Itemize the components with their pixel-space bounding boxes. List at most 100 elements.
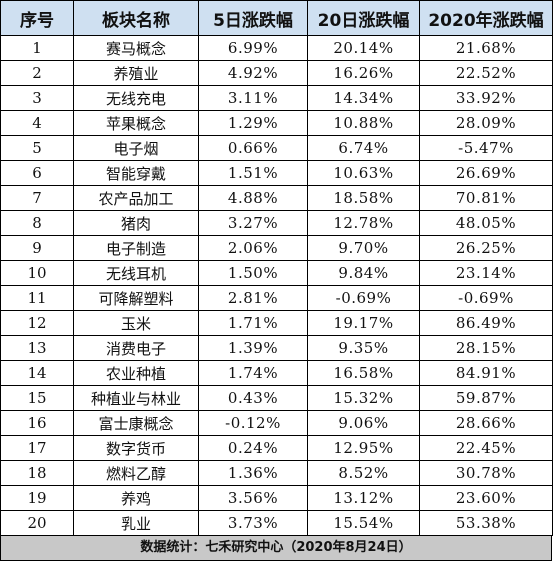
row-index-cell: 20 (0, 510, 74, 536)
change-5day-cell: 3.73% (198, 510, 308, 536)
header-5day-change: 5日涨跌幅 (198, 0, 308, 36)
change-5day-cell: 2.06% (198, 235, 308, 261)
sector-name-cell: 无线充电 (73, 85, 199, 111)
change-2020-cell: 26.69% (419, 160, 553, 186)
change-5day-cell: 1.39% (198, 335, 308, 361)
change-2020-cell: 53.38% (419, 510, 553, 536)
header-index: 序号 (0, 0, 74, 36)
change-20day-cell: 13.12% (307, 485, 420, 511)
change-5day-cell: 3.27% (198, 210, 308, 236)
row-index-cell: 14 (0, 360, 74, 386)
change-5day-cell: 1.51% (198, 160, 308, 186)
change-2020-cell: 28.09% (419, 110, 553, 136)
header-sector-name: 板块名称 (73, 0, 199, 36)
sector-name-cell: 苹果概念 (73, 110, 199, 136)
table-row: 12 玉米 1.71% 19.17% 86.49% (0, 310, 553, 336)
change-2020-cell: 84.91% (419, 360, 553, 386)
table-row: 16 富士康概念 -0.12% 9.06% 28.66% (0, 410, 553, 436)
change-5day-cell: 1.29% (198, 110, 308, 136)
sector-name-cell: 猪肉 (73, 210, 199, 236)
change-5day-cell: 4.92% (198, 60, 308, 86)
table-row: 13 消费电子 1.39% 9.35% 28.15% (0, 335, 553, 361)
sector-name-cell: 赛马概念 (73, 35, 199, 61)
sector-performance-table: 序号 板块名称 5日涨跌幅 20日涨跌幅 2020年涨跌幅 1 赛马概念 6.99%… (0, 0, 553, 536)
table-row: 2 养殖业 4.92% 16.26% 22.52% (0, 60, 553, 86)
change-20day-cell: 10.63% (307, 160, 420, 186)
sector-name-cell: 燃料乙醇 (73, 460, 199, 486)
change-20day-cell: 6.74% (307, 135, 420, 161)
table-row: 9 电子制造 2.06% 9.70% 26.25% (0, 235, 553, 261)
table-row: 14 农业种植 1.74% 16.58% 84.91% (0, 360, 553, 386)
change-2020-cell: 28.66% (419, 410, 553, 436)
table-row: 10 无线耳机 1.50% 9.84% 23.14% (0, 260, 553, 286)
change-20day-cell: 16.58% (307, 360, 420, 386)
change-2020-cell: 70.81% (419, 185, 553, 211)
sector-name-cell: 农产品加工 (73, 185, 199, 211)
sector-name-cell: 智能穿戴 (73, 160, 199, 186)
sector-name-cell: 养鸡 (73, 485, 199, 511)
change-5day-cell: 3.56% (198, 485, 308, 511)
change-2020-cell: 59.87% (419, 385, 553, 411)
row-index-cell: 12 (0, 310, 74, 336)
change-20day-cell: 8.52% (307, 460, 420, 486)
row-index-cell: 15 (0, 385, 74, 411)
row-index-cell: 16 (0, 410, 74, 436)
change-20day-cell: 18.58% (307, 185, 420, 211)
change-2020-cell: -5.47% (419, 135, 553, 161)
row-index-cell: 1 (0, 35, 74, 61)
change-20day-cell: 10.88% (307, 110, 420, 136)
change-2020-cell: -0.69% (419, 285, 553, 311)
table-row: 1 赛马概念 6.99% 20.14% 21.68% (0, 35, 553, 61)
header-20day-change: 20日涨跌幅 (307, 0, 420, 36)
row-index-cell: 7 (0, 185, 74, 211)
table-header-row: 序号 板块名称 5日涨跌幅 20日涨跌幅 2020年涨跌幅 (0, 0, 553, 36)
change-2020-cell: 33.92% (419, 85, 553, 111)
row-index-cell: 13 (0, 335, 74, 361)
sector-name-cell: 数字货币 (73, 435, 199, 461)
change-5day-cell: 0.66% (198, 135, 308, 161)
change-5day-cell: 1.74% (198, 360, 308, 386)
change-5day-cell: 0.43% (198, 385, 308, 411)
sector-name-cell: 电子烟 (73, 135, 199, 161)
change-20day-cell: 12.95% (307, 435, 420, 461)
table-row: 3 无线充电 3.11% 14.34% 33.92% (0, 85, 553, 111)
row-index-cell: 18 (0, 460, 74, 486)
change-2020-cell: 23.60% (419, 485, 553, 511)
row-index-cell: 4 (0, 110, 74, 136)
sector-name-cell: 玉米 (73, 310, 199, 336)
change-20day-cell: 15.54% (307, 510, 420, 536)
change-2020-cell: 23.14% (419, 260, 553, 286)
change-2020-cell: 22.45% (419, 435, 553, 461)
sector-name-cell: 无线耳机 (73, 260, 199, 286)
sector-name-cell: 农业种植 (73, 360, 199, 386)
change-2020-cell: 28.15% (419, 335, 553, 361)
table-row: 15 种植业与林业 0.43% 15.32% 59.87% (0, 385, 553, 411)
change-20day-cell: 9.84% (307, 260, 420, 286)
row-index-cell: 10 (0, 260, 74, 286)
change-20day-cell: 15.32% (307, 385, 420, 411)
change-2020-cell: 30.78% (419, 460, 553, 486)
row-index-cell: 2 (0, 60, 74, 86)
change-2020-cell: 22.52% (419, 60, 553, 86)
change-20day-cell: 9.06% (307, 410, 420, 436)
table-row: 19 养鸡 3.56% 13.12% 23.60% (0, 485, 553, 511)
change-5day-cell: 3.11% (198, 85, 308, 111)
change-20day-cell: 19.17% (307, 310, 420, 336)
table-row: 4 苹果概念 1.29% 10.88% 28.09% (0, 110, 553, 136)
change-20day-cell: 9.70% (307, 235, 420, 261)
sector-name-cell: 养殖业 (73, 60, 199, 86)
data-source-footer: 数据统计：七禾研究中心（2020年8月24日） (0, 536, 552, 561)
change-2020-cell: 26.25% (419, 235, 553, 261)
header-2020-change: 2020年涨跌幅 (419, 0, 553, 36)
change-2020-cell: 48.05% (419, 210, 553, 236)
change-20day-cell: -0.69% (307, 285, 420, 311)
change-5day-cell: 4.88% (198, 185, 308, 211)
sector-name-cell: 乳业 (73, 510, 199, 536)
change-20day-cell: 9.35% (307, 335, 420, 361)
change-5day-cell: 2.81% (198, 285, 308, 311)
change-5day-cell: 0.24% (198, 435, 308, 461)
row-index-cell: 9 (0, 235, 74, 261)
change-5day-cell: 6.99% (198, 35, 308, 61)
change-20day-cell: 12.78% (307, 210, 420, 236)
